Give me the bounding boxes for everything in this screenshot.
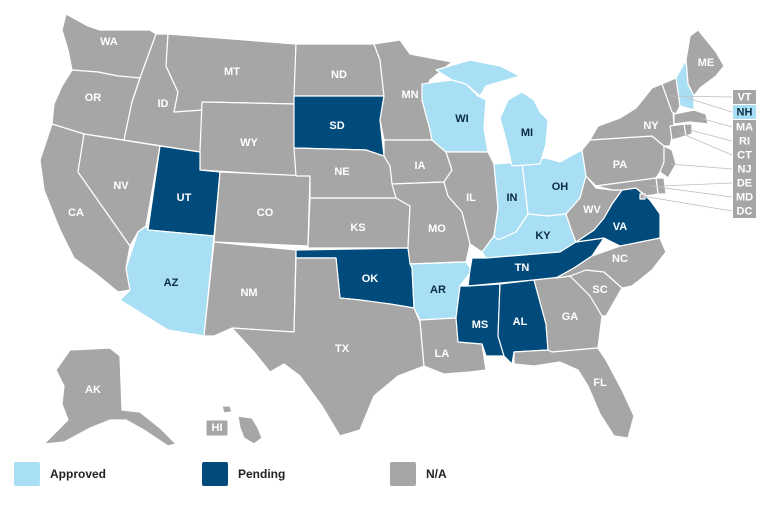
- legend-label-approved: Approved: [50, 467, 107, 481]
- state-label-WA: WA: [100, 36, 118, 48]
- state-label-ME: ME: [698, 57, 715, 69]
- state-label-OR: OR: [85, 92, 102, 104]
- state-label-MO: MO: [428, 223, 446, 235]
- leader-line-DC: [641, 195, 733, 212]
- state-label-OH: OH: [552, 181, 569, 193]
- state-MI[interactable]: [435, 59, 521, 97]
- label-box-NH: [733, 105, 756, 119]
- state-AK[interactable]: [43, 347, 177, 447]
- state-label-NE: NE: [334, 166, 349, 178]
- label-box-MD: [733, 190, 756, 204]
- state-label-AK: AK: [85, 384, 101, 396]
- leader-line-MD: [649, 185, 733, 198]
- leader-line-NH: [686, 97, 733, 113]
- leader-line-MA: [699, 117, 733, 128]
- legend-na: N/A: [390, 462, 447, 486]
- state-label-TN: TN: [515, 262, 530, 274]
- label-box-CT: [733, 148, 756, 162]
- label-box-HI: [205, 419, 229, 437]
- state-HI-island[interactable]: [221, 405, 233, 414]
- state-RI[interactable]: [683, 123, 693, 137]
- state-NC[interactable]: [555, 237, 667, 289]
- state-label-NC: NC: [612, 253, 628, 265]
- state-MA[interactable]: [673, 109, 709, 125]
- legend-approved: Approved: [14, 462, 106, 486]
- label-box-DC: [733, 204, 756, 218]
- state-label-VA: VA: [613, 221, 628, 233]
- state-label-LA: LA: [435, 348, 450, 360]
- state-label-CT: CT: [737, 149, 752, 161]
- state-label-DE: DE: [737, 177, 752, 189]
- legend-label-na: N/A: [426, 467, 447, 481]
- label-box-DE: [733, 176, 756, 190]
- label-box-RI: [733, 134, 756, 148]
- state-MI-part1[interactable]: [499, 91, 549, 167]
- leader-line-DE: [661, 182, 733, 187]
- state-HI[interactable]: [237, 415, 263, 445]
- state-label-RI: RI: [739, 135, 750, 147]
- state-label-WY: WY: [240, 137, 258, 149]
- state-label-WI: WI: [455, 113, 468, 125]
- label-box-NJ: [733, 162, 756, 176]
- label-box-VT: [733, 90, 756, 104]
- state-label-MA: MA: [736, 121, 753, 133]
- leader-line-VT: [669, 95, 733, 98]
- state-label-AL: AL: [513, 316, 528, 328]
- state-label-NM: NM: [240, 287, 257, 299]
- state-MD[interactable]: [595, 177, 659, 197]
- state-label-FL: FL: [593, 377, 607, 389]
- state-label-MD: MD: [736, 191, 753, 203]
- leader-line-RI: [689, 129, 733, 142]
- state-label-CA: CA: [68, 207, 84, 219]
- state-label-IN: IN: [507, 192, 518, 204]
- state-IL[interactable]: [443, 151, 499, 253]
- state-label-UT: UT: [177, 192, 192, 204]
- state-label-NJ: NJ: [737, 163, 751, 175]
- legend-swatch-na: [390, 462, 416, 486]
- state-label-NH: NH: [737, 106, 753, 118]
- state-label-WV: WV: [583, 204, 601, 216]
- state-NY[interactable]: [589, 83, 675, 147]
- legend-pending: Pending: [202, 462, 285, 486]
- state-FL[interactable]: [513, 347, 635, 439]
- state-label-NV: NV: [113, 180, 129, 192]
- state-label-KS: KS: [350, 222, 365, 234]
- state-label-SC: SC: [592, 284, 607, 296]
- state-label-IA: IA: [415, 160, 426, 172]
- legend-swatch-pending: [202, 462, 228, 486]
- label-box-MA: [733, 120, 756, 134]
- legend-swatch-approved: [14, 462, 40, 486]
- state-label-MI: MI: [521, 127, 533, 139]
- state-label-ID: ID: [158, 98, 169, 110]
- state-label-DC: DC: [737, 205, 753, 217]
- state-label-VT: VT: [737, 91, 751, 103]
- state-label-HI: HI: [212, 422, 223, 434]
- state-label-PA: PA: [613, 159, 628, 171]
- state-DC[interactable]: [639, 193, 646, 200]
- state-WV[interactable]: [565, 175, 623, 243]
- state-label-SD: SD: [329, 120, 344, 132]
- state-label-AZ: AZ: [164, 277, 179, 289]
- state-NJ[interactable]: [659, 145, 677, 179]
- leader-line-CT: [677, 131, 733, 156]
- state-label-CO: CO: [257, 207, 274, 219]
- state-label-MT: MT: [224, 66, 240, 78]
- state-label-NY: NY: [643, 120, 659, 132]
- legend-label-pending: Pending: [238, 467, 286, 481]
- state-label-OK: OK: [362, 273, 379, 285]
- leader-line-NJ: [669, 163, 733, 170]
- state-label-IL: IL: [466, 192, 476, 204]
- state-label-TX: TX: [335, 343, 350, 355]
- state-label-GA: GA: [562, 311, 579, 323]
- state-label-MN: MN: [401, 89, 418, 101]
- state-TX[interactable]: [231, 257, 425, 437]
- state-label-ND: ND: [331, 69, 347, 81]
- state-label-KY: KY: [535, 230, 551, 242]
- state-label-AR: AR: [430, 284, 446, 296]
- state-label-MS: MS: [472, 319, 489, 331]
